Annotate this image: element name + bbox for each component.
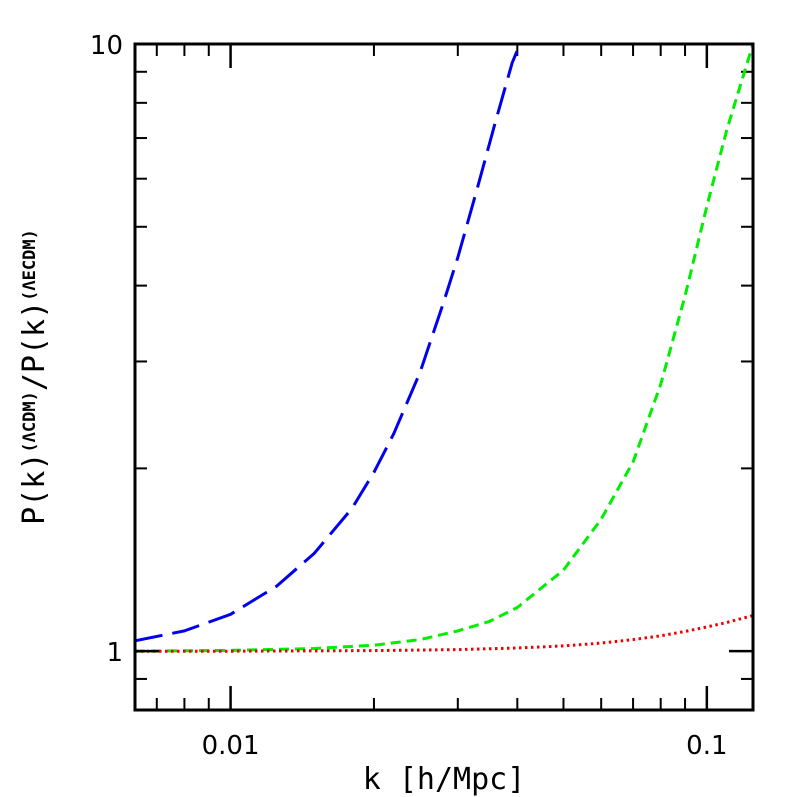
series-line-1 [134, 43, 522, 643]
y-axis-title: P(k)(ΛCDM)/P(k)(ΛECDM) [17, 229, 52, 525]
y-tick-label: 1 [106, 638, 123, 668]
y-axis-title-superscript: (ΛECDM) [20, 229, 40, 301]
plot-frame [133, 42, 755, 712]
minor-ticks [135, 44, 753, 711]
series-line-2 [134, 43, 755, 653]
x-tick-label: 0.1 [686, 731, 727, 761]
y-axis-title-part: /P(k) [17, 301, 52, 391]
y-axis-title-superscript: (ΛCDM) [20, 391, 40, 452]
series-layer [134, 43, 755, 653]
y-tick-label: 10 [90, 31, 123, 61]
x-axis-title: k [h/Mpc] [363, 762, 526, 797]
x-tick-label: 0.01 [202, 731, 260, 761]
y-axis-title-part: P(k) [17, 453, 52, 525]
tick-layer: 0.01 0.1 1 10 [90, 31, 753, 761]
